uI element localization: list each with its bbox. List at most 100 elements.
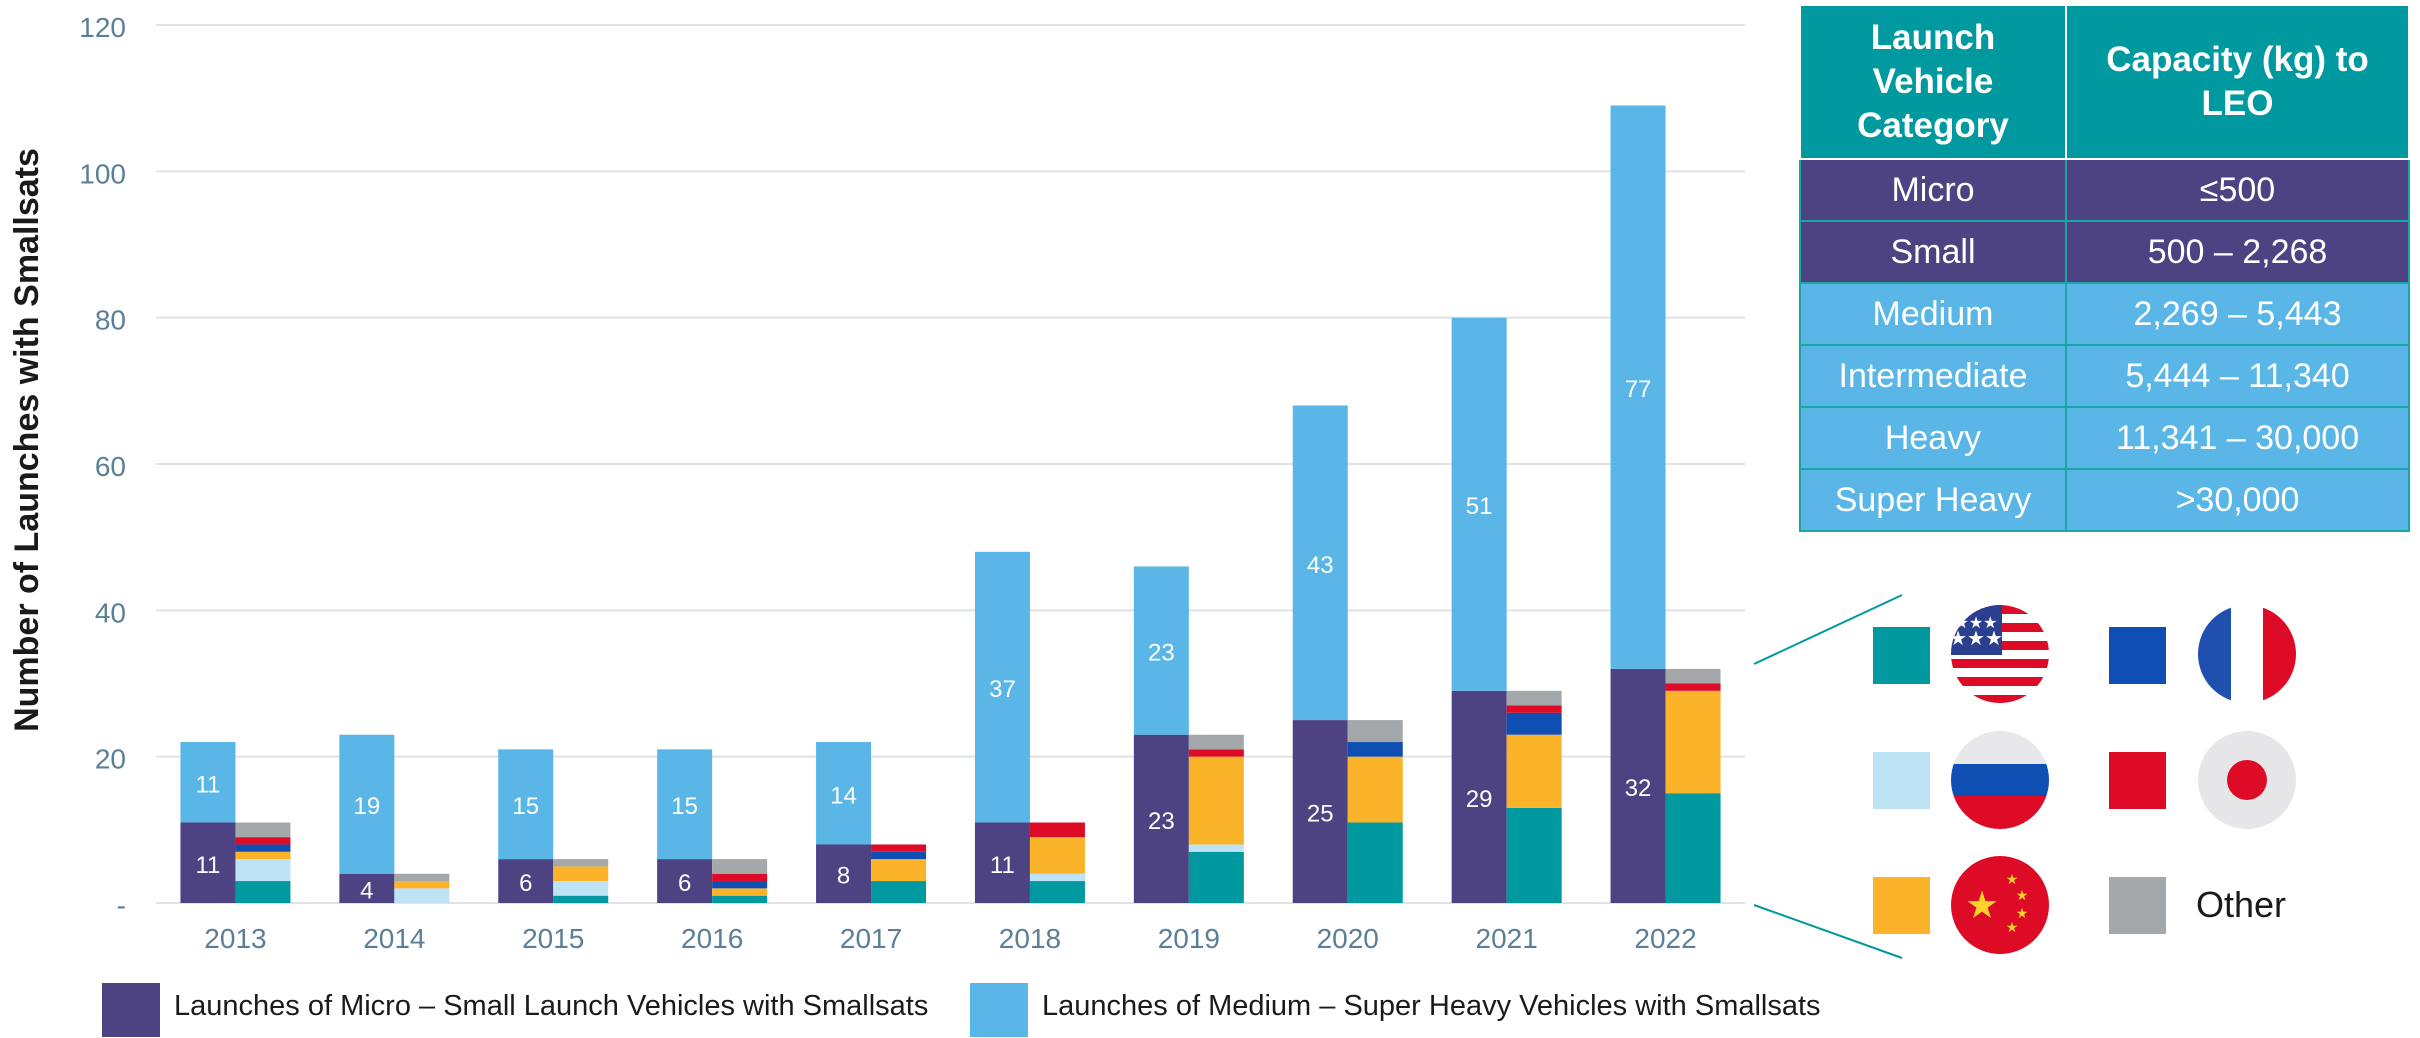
other-label: Other [2196, 884, 2286, 925]
bar-country-japan [1029, 822, 1085, 838]
us-flag-icon: ★★★ ★★★ [1949, 605, 2049, 703]
data-label: 51 [1466, 493, 1493, 520]
header-category: Launch Vehicle Category [1799, 4, 2067, 160]
bar-country-japan [712, 873, 768, 882]
bar-country-japan [1665, 683, 1721, 691]
bar-country-usa [871, 881, 927, 903]
data-label: 77 [1625, 376, 1652, 403]
bar-country-japan [235, 837, 291, 845]
bar-country-russia [394, 888, 450, 903]
bar-country-china [1347, 756, 1403, 823]
bar-micro-small [1451, 690, 1507, 903]
bar-country-france [712, 881, 768, 889]
country-key: ★★★ ★★★ ★ ★ ★ ★ ★ Other [1873, 605, 2296, 954]
bar-country-other [235, 822, 291, 838]
data-label: 11 [195, 771, 220, 798]
capacity-cell: 11,341 – 30,000 [2065, 406, 2410, 470]
capacity-cell: ≤500 [2065, 158, 2410, 222]
bar-micro-small [1133, 734, 1189, 903]
y-tick-label: - [117, 890, 126, 921]
bar-medium-super-heavy [498, 749, 554, 860]
capacity-table-header: Launch Vehicle Category Capacity (kg) to… [1799, 4, 2410, 160]
x-tick-label: 2020 [1317, 923, 1379, 954]
bar-medium-super-heavy [180, 742, 236, 823]
bar-country-other [712, 859, 768, 874]
x-tick-label: 2022 [1634, 923, 1696, 954]
data-label: 6 [519, 870, 532, 897]
category-cell: Intermediate [1799, 344, 2067, 408]
bar-country-china [1506, 734, 1562, 808]
bar-country-usa [1347, 822, 1403, 903]
y-tick-label: 60 [95, 451, 126, 482]
x-tick-label: 2021 [1476, 923, 1538, 954]
bar-medium-super-heavy [1610, 105, 1666, 669]
bar-country-china [1029, 837, 1085, 874]
capacity-table: Launch Vehicle Category Capacity (kg) to… [1799, 4, 2410, 532]
bar-micro-small [816, 844, 872, 903]
x-tick-label: 2017 [840, 923, 902, 954]
bar-country-china [235, 851, 291, 860]
bar-medium-super-heavy [657, 749, 713, 860]
y-tick-label: 100 [79, 158, 126, 189]
china-color-swatch [1873, 877, 1930, 934]
bar-country-russia [553, 881, 609, 896]
china-flag-icon: ★ ★ ★ ★ ★ [1951, 856, 2049, 954]
bar-country-japan [1506, 705, 1562, 713]
bar-country-usa [1506, 807, 1562, 903]
data-label: 29 [1466, 786, 1493, 813]
data-label: 15 [512, 793, 539, 820]
data-label: 14 [830, 782, 857, 809]
bar-micro-small [498, 859, 554, 903]
data-label: 23 [1148, 640, 1175, 667]
table-row: Heavy 11,341 – 30,000 [1799, 406, 2410, 470]
y-tick-label: 40 [95, 597, 126, 628]
table-row: Intermediate 5,444 – 11,340 [1799, 344, 2410, 408]
legend-label: Launches of Medium – Super Heavy Vehicle… [1042, 990, 1821, 1022]
usa-color-swatch [1873, 627, 1930, 684]
bar-country-china [871, 859, 927, 882]
bar-micro-small [974, 822, 1030, 903]
x-axis-ticks: 2013 2014 2015 2016 2017 2018 2019 2020 2021 2022 [204, 923, 1696, 954]
data-label: 37 [989, 676, 1016, 703]
data-label: 4 [360, 877, 373, 904]
data-label: 11 [990, 852, 1015, 879]
bar-country-other [1665, 668, 1721, 684]
svg-text:★★★: ★★★ [1949, 626, 2003, 650]
legend-swatch [970, 983, 1028, 1037]
callout-line-bottom [1753, 904, 1903, 959]
bar-micro-small [657, 859, 713, 903]
data-label: 8 [837, 863, 850, 890]
category-cell: Super Heavy [1799, 468, 2067, 532]
data-label: 19 [353, 793, 380, 820]
data-label: 23 [1148, 808, 1175, 835]
japan-flag-icon [2198, 731, 2296, 829]
bar-medium-super-heavy [816, 742, 872, 845]
category-cell: Small [1799, 220, 2067, 284]
x-tick-label: 2019 [1158, 923, 1220, 954]
category-cell: Medium [1799, 282, 2067, 346]
bar-micro-small [1292, 720, 1348, 903]
bar-medium-super-heavy [339, 734, 395, 874]
capacity-cell: 5,444 – 11,340 [2065, 344, 2410, 408]
x-tick-label: 2018 [999, 923, 1061, 954]
data-label: 6 [678, 870, 691, 897]
other-color-swatch [2109, 877, 2166, 934]
bar-country-russia [1188, 844, 1244, 852]
bar-country-russia [1029, 873, 1085, 882]
bar-country-china [394, 881, 450, 889]
svg-text:★: ★ [2006, 872, 2019, 888]
y-axis-ticks: - 20 40 60 80 100 120 [79, 12, 126, 921]
y-axis-title: Number of Launches with Smallsats [8, 148, 46, 732]
legend-swatch [102, 983, 160, 1037]
bar-country-usa [1188, 851, 1244, 903]
svg-text:★: ★ [2016, 906, 2029, 922]
x-tick-label: 2014 [363, 923, 425, 954]
gridlines [156, 24, 1745, 904]
japan-color-swatch [2109, 752, 2166, 809]
data-label: 25 [1307, 801, 1334, 828]
bar-country-japan [1188, 749, 1244, 757]
bar-medium-super-heavy [1133, 566, 1189, 735]
data-label: 43 [1307, 552, 1334, 579]
bar-country-usa [712, 895, 768, 903]
